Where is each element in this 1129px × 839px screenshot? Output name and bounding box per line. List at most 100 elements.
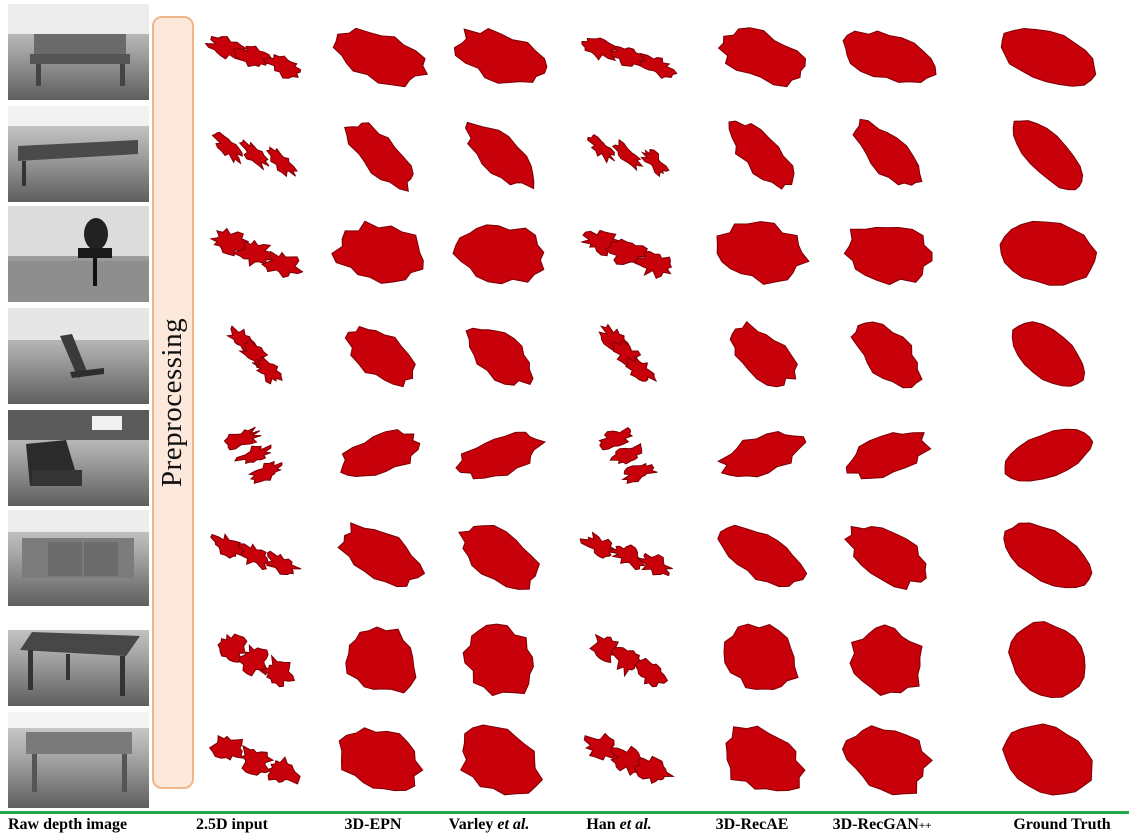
- shape-r3-c8: [999, 220, 1098, 286]
- shape-part: [999, 220, 1098, 286]
- shape-r8-c8: [1002, 723, 1093, 796]
- shape-part: [240, 744, 275, 776]
- shape-part: [340, 429, 421, 478]
- shape-r6-c8: [1003, 522, 1093, 589]
- shape-part: [338, 727, 424, 792]
- shape-r4-c3: [344, 325, 416, 388]
- depth-image-4: [8, 308, 149, 404]
- shape-r2-c5: [587, 134, 670, 178]
- shape-part: [850, 321, 923, 389]
- shape-part: [621, 462, 658, 484]
- column-label-varley: Varley et al.: [448, 816, 530, 833]
- shape-r7-c6: [723, 623, 799, 691]
- shape-r7-c2: [217, 633, 296, 688]
- shape-r2-c8: [1012, 120, 1084, 191]
- shape-r2-c6: [728, 120, 795, 190]
- shape-r1-c3: [332, 27, 429, 88]
- shape-part: [260, 654, 296, 688]
- shape-r1-c5: [581, 37, 678, 79]
- shape-part: [238, 644, 269, 677]
- shape-part: [587, 134, 615, 164]
- shape-r7-c4: [462, 623, 534, 697]
- column-label-gt: Ground Truth: [1013, 816, 1111, 833]
- shape-part: [344, 325, 416, 388]
- shape-part: [717, 430, 807, 478]
- shape-part: [208, 735, 243, 761]
- shape-part: [261, 250, 304, 278]
- shape-r3-c3: [331, 220, 424, 284]
- shape-r4-c4: [465, 327, 534, 386]
- shape-part: [345, 626, 417, 694]
- shape-r4-c6: [729, 321, 798, 388]
- shape-part: [717, 524, 808, 588]
- shape-part: [716, 221, 810, 285]
- shape-r6-c7: [844, 525, 927, 590]
- shape-r2-c7: [852, 118, 923, 186]
- shape-part: [458, 524, 540, 590]
- shape-part: [462, 623, 534, 697]
- shape-part: [217, 633, 248, 663]
- shape-r5-c3: [340, 429, 421, 478]
- shape-r7-c3: [345, 626, 417, 694]
- shape-r2-c4: [464, 121, 535, 190]
- shape-r2-c2: [211, 131, 298, 178]
- shape-part: [1012, 120, 1084, 191]
- shape-part: [238, 543, 270, 571]
- shape-part: [729, 321, 798, 388]
- shape-r6-c6: [717, 524, 808, 588]
- shape-r8-c6: [725, 725, 806, 792]
- shape-part: [633, 755, 675, 784]
- shape-r3-c5: [581, 229, 673, 279]
- column-label-input: 2.5D input: [195, 816, 269, 833]
- shape-r4-c8: [1011, 321, 1086, 387]
- shape-part: [223, 426, 262, 451]
- shape-part: [464, 121, 535, 190]
- depth-image-7: [8, 610, 149, 706]
- shape-part: [634, 657, 669, 688]
- shape-part: [849, 624, 923, 697]
- shape-part: [633, 250, 673, 279]
- shape-part: [579, 531, 618, 559]
- shape-r1-c6: [717, 27, 807, 88]
- shape-part: [1004, 428, 1094, 482]
- shape-part: [234, 444, 272, 464]
- shape-part: [232, 239, 275, 267]
- shape-part: [211, 131, 244, 165]
- shape-part: [247, 460, 283, 484]
- shape-r1-c7: [842, 30, 937, 84]
- shape-part: [841, 725, 933, 796]
- shape-r4-c2: [225, 325, 283, 385]
- column-label-recgan: 3D-RecGAN++: [832, 816, 932, 833]
- shape-part: [725, 725, 806, 792]
- shape-part: [238, 139, 270, 171]
- green-divider: [0, 811, 1129, 814]
- shape-part: [267, 756, 301, 785]
- shape-part: [640, 148, 670, 178]
- shape-r6-c5: [579, 531, 673, 577]
- shape-r5-c4: [455, 431, 547, 480]
- shape-r7-c7: [849, 624, 923, 697]
- shape-part: [611, 45, 651, 67]
- shape-r8-c4: [460, 724, 544, 796]
- shape-r2-c3: [344, 122, 414, 192]
- shape-r5-c7: [845, 432, 932, 480]
- shape-r7-c5: [589, 633, 669, 688]
- shape-part: [636, 552, 673, 577]
- shape-part: [728, 120, 795, 190]
- shape-part: [608, 544, 646, 571]
- depth-image-5: [8, 410, 149, 506]
- shape-part: [1000, 27, 1097, 87]
- shape-part: [455, 431, 547, 480]
- shape-part: [598, 426, 634, 451]
- shape-part: [266, 550, 302, 575]
- shape-part: [638, 52, 678, 79]
- shape-r4-c5: [598, 323, 658, 383]
- shape-r6-c3: [337, 522, 426, 588]
- shape-part: [723, 623, 799, 691]
- shape-part: [331, 220, 424, 284]
- shape-r5-c6: [717, 430, 807, 478]
- shape-r1-c4: [453, 28, 548, 84]
- shape-part: [453, 28, 548, 84]
- depth-image-8: [8, 712, 149, 808]
